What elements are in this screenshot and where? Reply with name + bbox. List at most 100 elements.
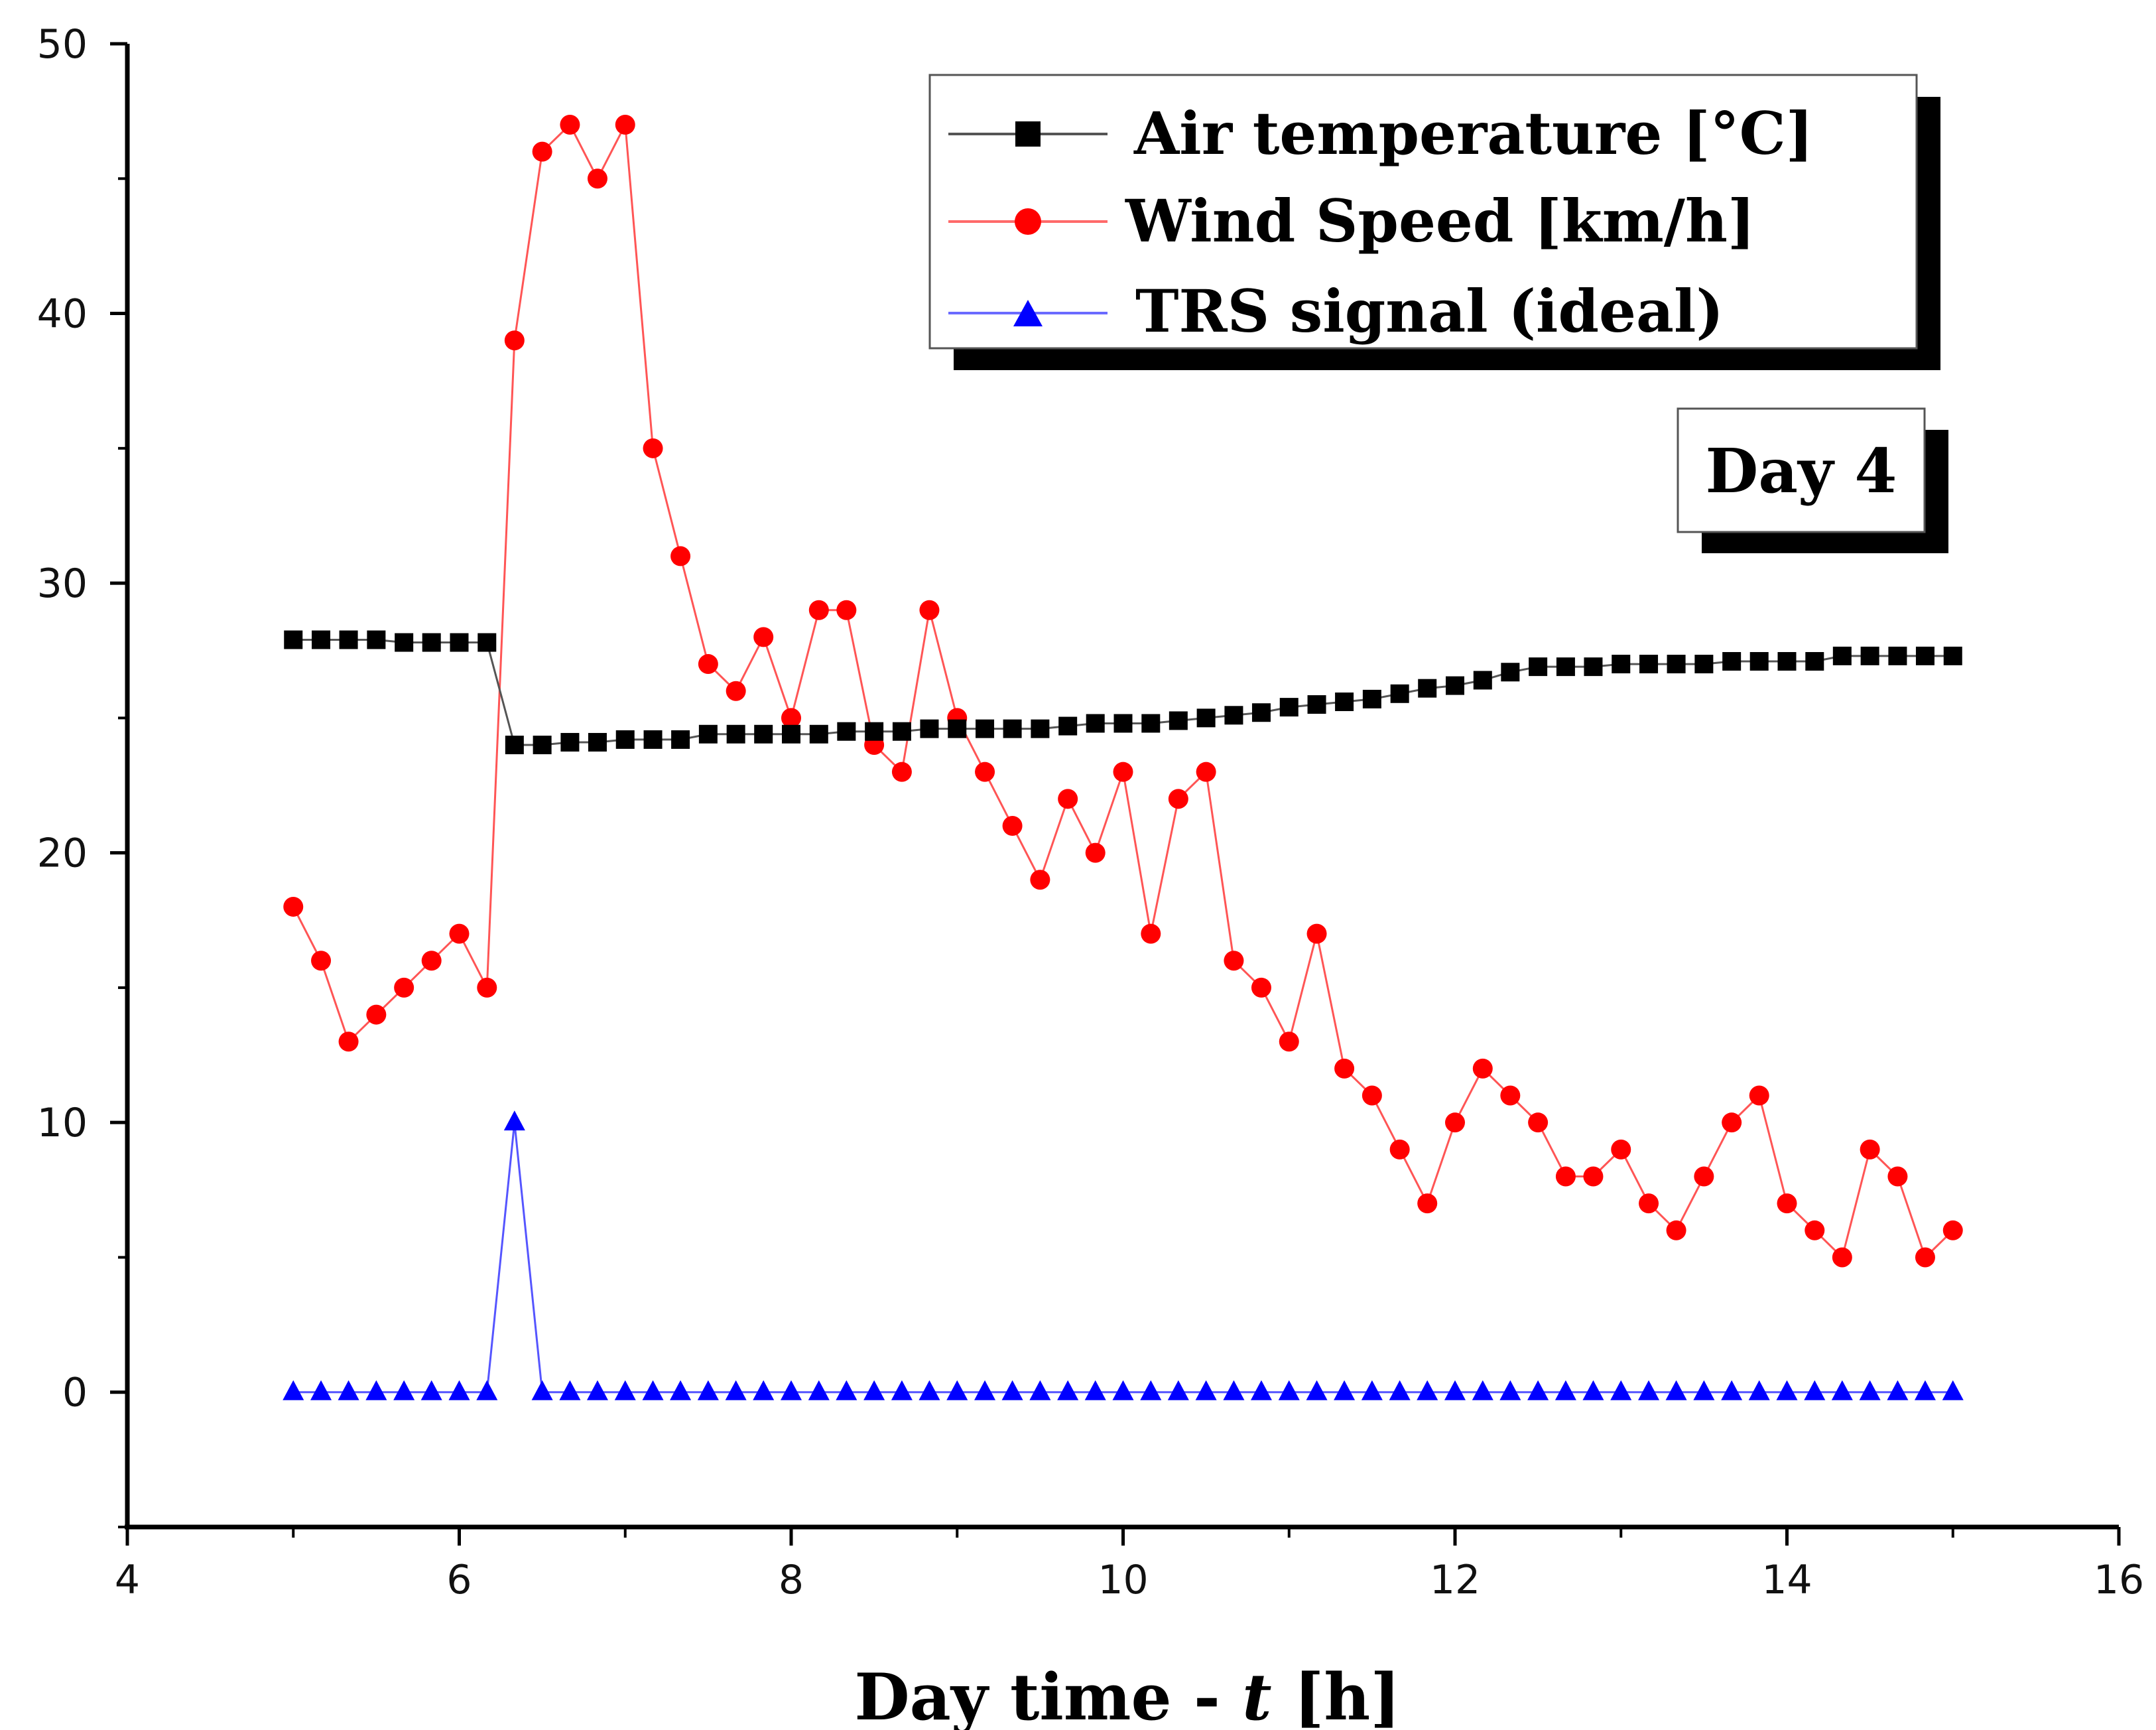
data-point-square <box>754 724 773 744</box>
data-point-square <box>1832 646 1852 665</box>
data-point-triangle <box>725 1380 747 1400</box>
data-point-triangle <box>1084 1380 1106 1400</box>
data-point-triangle <box>1001 1380 1023 1400</box>
data-point-square <box>395 633 414 652</box>
data-point-circle <box>1777 1193 1797 1214</box>
data-point-circle <box>421 951 442 971</box>
data-point-triangle <box>1554 1380 1576 1400</box>
data-point-circle <box>919 600 940 620</box>
data-point-triangle <box>420 1380 442 1400</box>
data-point-triangle <box>863 1380 885 1400</box>
data-point-triangle <box>1278 1380 1300 1400</box>
data-point-circle <box>726 681 746 701</box>
data-point-triangle <box>1914 1380 1936 1400</box>
day-annotation-box <box>1677 407 1926 533</box>
series-triangle <box>283 1110 1964 1400</box>
data-point-circle <box>781 708 801 728</box>
data-point-triangle <box>1112 1380 1134 1400</box>
data-point-circle <box>1030 870 1050 890</box>
data-point-circle <box>394 977 414 998</box>
legend: Air temperature [°C] Wind Speed [km/h] T… <box>928 74 1940 370</box>
data-point-triangle <box>891 1380 913 1400</box>
y-ticks: 0 10 20 30 40 50 <box>37 21 127 1528</box>
data-point-square <box>1113 714 1133 733</box>
data-point-square <box>643 730 663 749</box>
y-tick-label: 50 <box>37 21 88 68</box>
data-point-square <box>1529 657 1548 677</box>
data-point-square <box>1003 719 1022 738</box>
series-layer <box>283 114 1964 1400</box>
data-point-triangle <box>1859 1380 1881 1400</box>
series-square <box>284 630 1962 755</box>
data-point-square <box>1860 646 1879 665</box>
data-point-square <box>892 722 911 741</box>
data-point-circle <box>1500 1085 1521 1106</box>
data-point-square <box>1086 714 1105 733</box>
data-point-square <box>367 630 386 649</box>
data-point-triangle <box>283 1380 304 1400</box>
x-tick-label: 14 <box>1761 1557 1812 1603</box>
data-point-triangle <box>1306 1380 1328 1400</box>
data-point-circle <box>1141 923 1161 944</box>
data-point-circle <box>1306 923 1327 944</box>
data-point-circle <box>1472 1058 1493 1079</box>
data-point-triangle <box>1638 1380 1660 1400</box>
data-point-triangle <box>974 1380 996 1400</box>
data-point-circle <box>532 141 552 162</box>
data-point-circle <box>615 114 635 135</box>
data-point-square <box>1251 703 1271 722</box>
data-point-circle <box>808 600 829 620</box>
data-point-circle <box>1860 1139 1880 1160</box>
data-point-square <box>948 719 967 738</box>
y-tick-label: 20 <box>37 831 88 877</box>
data-point-circle <box>1196 762 1216 782</box>
data-point-square <box>560 732 580 752</box>
x-tick-label: 12 <box>1430 1557 1480 1603</box>
data-point-circle <box>311 951 332 971</box>
data-point-square <box>1031 719 1050 738</box>
data-point-circle <box>1279 1031 1299 1052</box>
data-point-square <box>782 724 800 744</box>
data-point-square <box>1639 655 1659 674</box>
data-point-square <box>1058 716 1078 736</box>
data-point-triangle <box>310 1380 332 1400</box>
data-point-triangle <box>1776 1380 1798 1400</box>
data-point-triangle <box>1499 1380 1521 1400</box>
data-point-circle <box>560 114 580 135</box>
degree-symbol: ° <box>1710 99 1740 168</box>
data-point-square <box>1224 706 1243 725</box>
data-point-circle <box>670 546 691 566</box>
data-point-circle <box>1113 762 1133 782</box>
data-point-square <box>339 630 358 649</box>
data-point-circle <box>1611 1139 1631 1160</box>
legend-marker-triangle <box>1013 300 1043 326</box>
x-tick-label: 4 <box>115 1557 140 1603</box>
data-point-triangle <box>1804 1380 1826 1400</box>
data-point-square <box>505 736 524 755</box>
data-point-triangle <box>338 1380 359 1400</box>
data-point-square <box>976 719 995 738</box>
data-point-square <box>1390 684 1409 703</box>
data-point-circle <box>1445 1112 1465 1133</box>
data-point-square <box>422 633 441 652</box>
legend-label-air-temperature: Air temperature [°C] <box>1133 99 1813 168</box>
data-point-triangle <box>1887 1380 1909 1400</box>
data-point-circle <box>283 896 304 917</box>
data-point-square <box>698 724 718 744</box>
data-point-triangle <box>946 1380 968 1400</box>
data-point-square <box>1612 655 1631 674</box>
data-point-circle <box>1528 1112 1549 1133</box>
y-tick-label: 30 <box>37 561 88 607</box>
data-point-circle <box>477 977 497 998</box>
data-point-square <box>1418 679 1437 698</box>
data-point-triangle <box>1527 1380 1549 1400</box>
data-point-circle <box>1168 789 1188 809</box>
data-point-triangle <box>919 1380 940 1400</box>
data-point-triangle <box>642 1380 664 1400</box>
data-point-square <box>726 724 745 744</box>
data-point-circle <box>1085 842 1106 863</box>
data-point-circle <box>891 762 912 782</box>
data-point-circle <box>1942 1220 1963 1240</box>
data-point-triangle <box>1417 1380 1438 1400</box>
